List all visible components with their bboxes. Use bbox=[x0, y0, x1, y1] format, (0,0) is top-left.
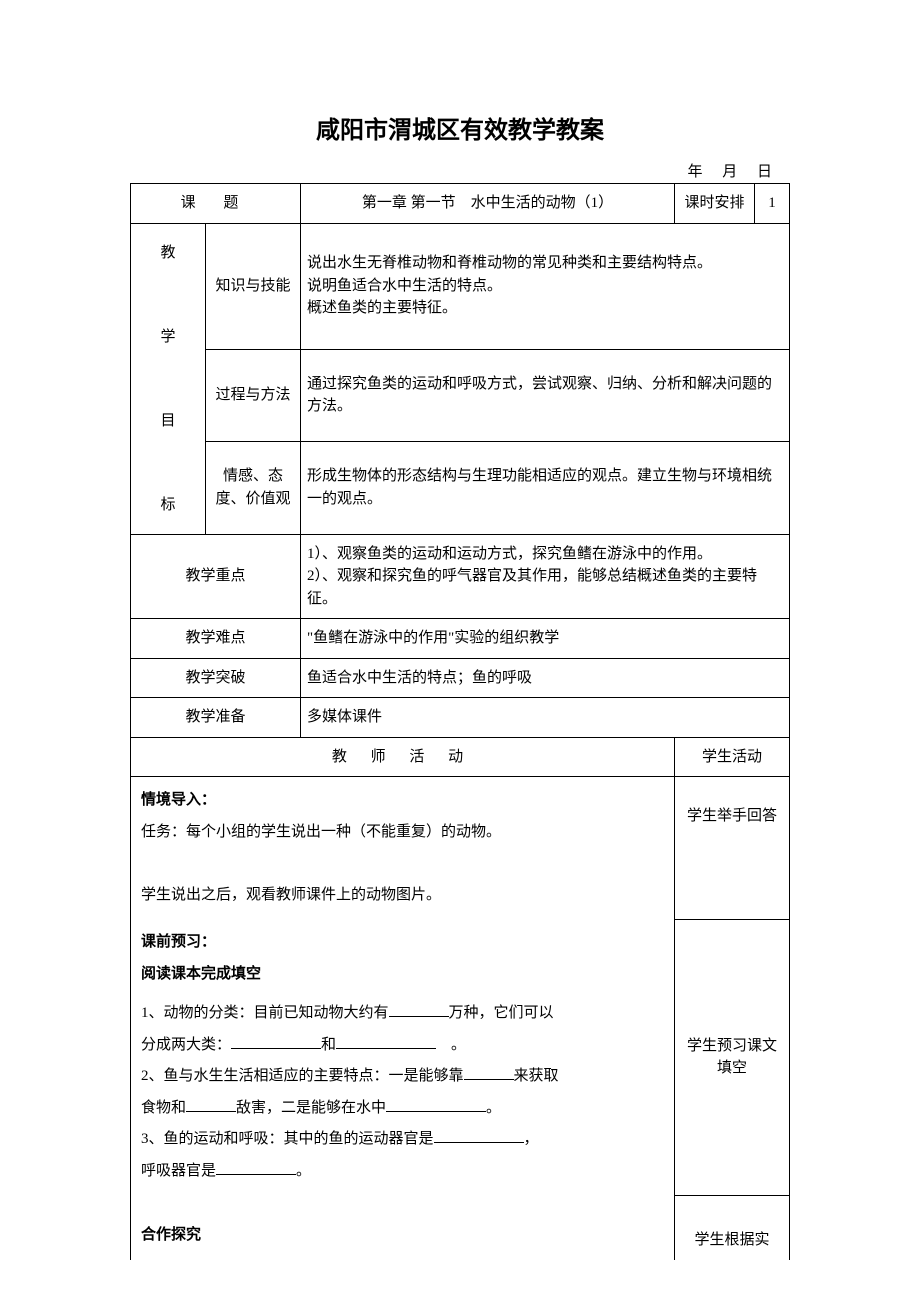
guocheng-row: 过程与方法 通过探究鱼类的运动和呼吸方式，尝试观察、归纳、分析和解决问题的方法。 bbox=[131, 349, 790, 441]
tupo-content: 鱼适合水中生活的特点；鱼的呼吸 bbox=[301, 658, 790, 698]
explore-content: 合作探究 bbox=[131, 1195, 675, 1260]
nandian-content: "鱼鳍在游泳中的作用"实验的组织教学 bbox=[301, 619, 790, 659]
hezuo-title: 合作探究 bbox=[141, 1227, 201, 1243]
q2-a: 2、鱼与水生生活相适应的主要特点：一是能够靠 bbox=[141, 1068, 464, 1084]
lesson-plan-table: 课 题 第一章 第一节 水中生活的动物（1） 课时安排 1 教 学 目 标 知识… bbox=[130, 183, 790, 1260]
q1-a: 1、动物的分类：目前已知动物大约有 bbox=[141, 1005, 389, 1021]
zhongdian-label: 教学重点 bbox=[131, 534, 301, 619]
blank-7[interactable] bbox=[434, 1128, 524, 1143]
q3-d: 。 bbox=[296, 1163, 311, 1179]
blank-2[interactable] bbox=[231, 1034, 321, 1049]
course-title: 第一章 第一节 水中生活的动物（1） bbox=[301, 184, 675, 224]
qinggan-label: 情感、态度、价值观 bbox=[206, 442, 301, 535]
blank-1[interactable] bbox=[389, 1002, 449, 1017]
qinggan-content: 形成生物体的形态结构与生理功能相适应的观点。建立生物与环境相统一的观点。 bbox=[301, 442, 790, 535]
zhongdian-row: 教学重点 1）、观察鱼类的运动和运动方式，探究鱼鳍在游泳中的作用。 2）、观察和… bbox=[131, 534, 790, 619]
blank-3[interactable] bbox=[336, 1034, 436, 1049]
header-row: 课 题 第一章 第一节 水中生活的动物（1） 课时安排 1 bbox=[131, 184, 790, 224]
q2-b: 来获取 bbox=[514, 1068, 559, 1084]
teacher-activity-header: 教 师 活 动 bbox=[131, 737, 675, 777]
keshi-value: 1 bbox=[755, 184, 790, 224]
preview-row: 课前预习： 阅读课本完成填空 1、动物的分类：目前已知动物大约有万种，它们可以 … bbox=[131, 919, 790, 1195]
student-r2: 学生预习课文填空 bbox=[675, 919, 790, 1195]
zhunbei-label: 教学准备 bbox=[131, 698, 301, 738]
q1-e: 。 bbox=[451, 1037, 466, 1053]
student-activity-header: 学生活动 bbox=[675, 737, 790, 777]
tupo-row: 教学突破 鱼适合水中生活的特点；鱼的呼吸 bbox=[131, 658, 790, 698]
zhunbei-row: 教学准备 多媒体课件 bbox=[131, 698, 790, 738]
qingjing-task: 任务：每个小组的学生说出一种（不能重复）的动物。 bbox=[141, 824, 501, 840]
q1-b: 万种，它们可以 bbox=[449, 1005, 554, 1021]
zhishi-row: 教 学 目 标 知识与技能 说出水生无脊椎动物和脊椎动物的常见种类和主要结构特点… bbox=[131, 223, 790, 349]
zhunbei-content: 多媒体课件 bbox=[301, 698, 790, 738]
q2-c: 食物和 bbox=[141, 1100, 186, 1116]
q3-a: 3、鱼的运动和呼吸：其中的鱼的运动器官是 bbox=[141, 1131, 434, 1147]
nandian-label: 教学难点 bbox=[131, 619, 301, 659]
blank-6[interactable] bbox=[386, 1097, 486, 1112]
student-r3: 学生根据实 bbox=[675, 1195, 790, 1260]
keti-label: 课 题 bbox=[131, 184, 301, 224]
q3-b: ， bbox=[524, 1131, 539, 1147]
tupo-label: 教学突破 bbox=[131, 658, 301, 698]
preview-content: 课前预习： 阅读课本完成填空 1、动物的分类：目前已知动物大约有万种，它们可以 … bbox=[131, 919, 675, 1195]
keshi-label: 课时安排 bbox=[675, 184, 755, 224]
student-r1: 学生举手回答 bbox=[675, 777, 790, 920]
document-title: 咸阳市渭城区有效教学教案 bbox=[130, 110, 790, 145]
blank-4[interactable] bbox=[464, 1065, 514, 1080]
q1-c: 分成两大类： bbox=[141, 1037, 231, 1053]
q2-d: 敌害，二是能够在水中 bbox=[236, 1100, 386, 1116]
activity-header-row: 教 师 活 动 学生活动 bbox=[131, 737, 790, 777]
date-line: 年 月 日 bbox=[130, 160, 790, 181]
blank-8[interactable] bbox=[216, 1160, 296, 1175]
intro-row: 情境导入： 任务：每个小组的学生说出一种（不能重复）的动物。 学生说出之后，观看… bbox=[131, 777, 790, 920]
intro-content: 情境导入： 任务：每个小组的学生说出一种（不能重复）的动物。 学生说出之后，观看… bbox=[131, 777, 675, 920]
zhishi-content: 说出水生无脊椎动物和脊椎动物的常见种类和主要结构特点。 说明鱼适合水中生活的特点… bbox=[301, 223, 790, 349]
guocheng-content: 通过探究鱼类的运动和呼吸方式，尝试观察、归纳、分析和解决问题的方法。 bbox=[301, 349, 790, 441]
guocheng-label: 过程与方法 bbox=[206, 349, 301, 441]
blank-5[interactable] bbox=[186, 1097, 236, 1112]
q3-c: 呼吸器官是 bbox=[141, 1163, 216, 1179]
zhishi-label: 知识与技能 bbox=[206, 223, 301, 349]
qingjing-note: 学生说出之后，观看教师课件上的动物图片。 bbox=[141, 887, 441, 903]
nandian-row: 教学难点 "鱼鳍在游泳中的作用"实验的组织教学 bbox=[131, 619, 790, 659]
qingjing-title: 情境导入： bbox=[141, 792, 216, 808]
mubiao-label: 教 学 目 标 bbox=[131, 223, 206, 534]
q1-d: 和 bbox=[321, 1037, 336, 1053]
yuxi-title: 课前预习： bbox=[141, 934, 216, 950]
zhongdian-content: 1）、观察鱼类的运动和运动方式，探究鱼鳍在游泳中的作用。 2）、观察和探究鱼的呼… bbox=[301, 534, 790, 619]
explore-row: 合作探究 学生根据实 bbox=[131, 1195, 790, 1260]
q2-e: 。 bbox=[486, 1100, 501, 1116]
qinggan-row: 情感、态度、价值观 形成生物体的形态结构与生理功能相适应的观点。建立生物与环境相… bbox=[131, 442, 790, 535]
yuxi-sub: 阅读课本完成填空 bbox=[141, 966, 261, 982]
